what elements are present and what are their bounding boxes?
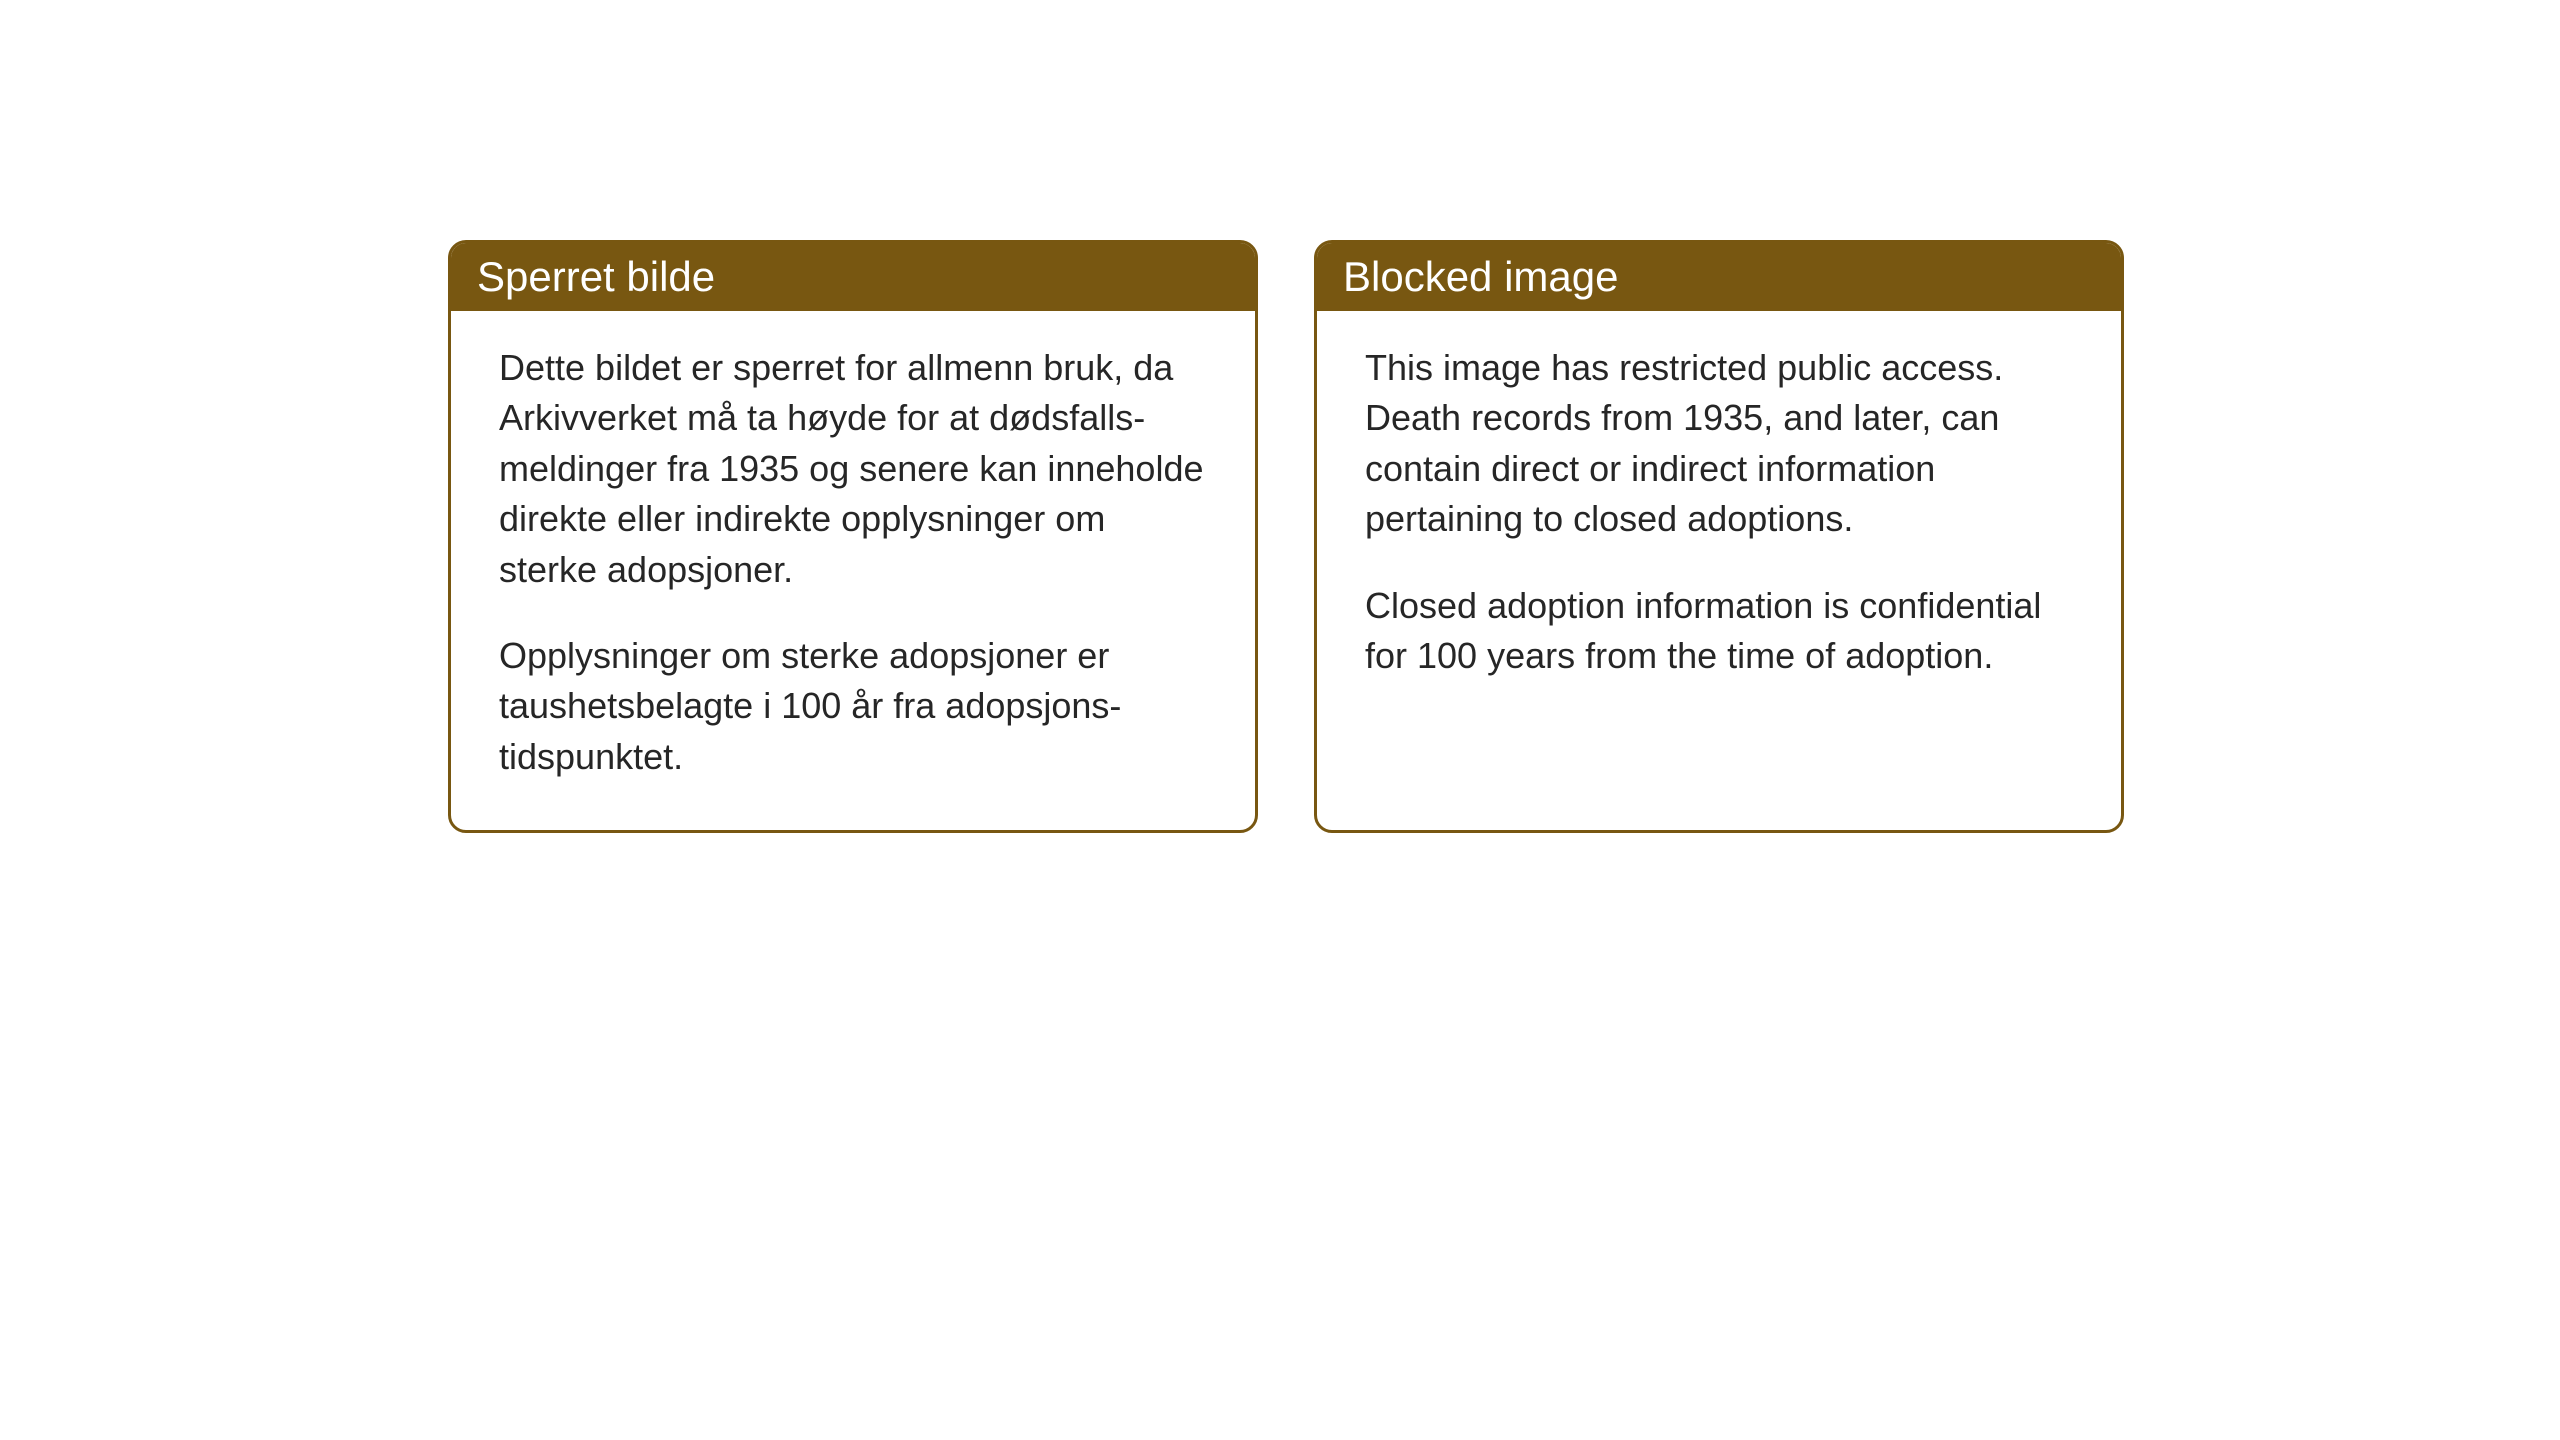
card-title-english: Blocked image [1343, 253, 1618, 300]
card-body-norwegian: Dette bildet er sperret for allmenn bruk… [451, 311, 1255, 830]
notice-card-norwegian: Sperret bilde Dette bildet er sperret fo… [448, 240, 1258, 833]
card-paragraph1-english: This image has restricted public access.… [1365, 343, 2073, 545]
card-paragraph2-norwegian: Opplysninger om sterke adopsjoner er tau… [499, 631, 1207, 782]
card-paragraph2-english: Closed adoption information is confident… [1365, 581, 2073, 682]
card-title-norwegian: Sperret bilde [477, 253, 715, 300]
notice-container: Sperret bilde Dette bildet er sperret fo… [448, 240, 2124, 833]
card-paragraph1-norwegian: Dette bildet er sperret for allmenn bruk… [499, 343, 1207, 595]
card-header-norwegian: Sperret bilde [451, 243, 1255, 311]
notice-card-english: Blocked image This image has restricted … [1314, 240, 2124, 833]
card-header-english: Blocked image [1317, 243, 2121, 311]
card-body-english: This image has restricted public access.… [1317, 311, 2121, 729]
